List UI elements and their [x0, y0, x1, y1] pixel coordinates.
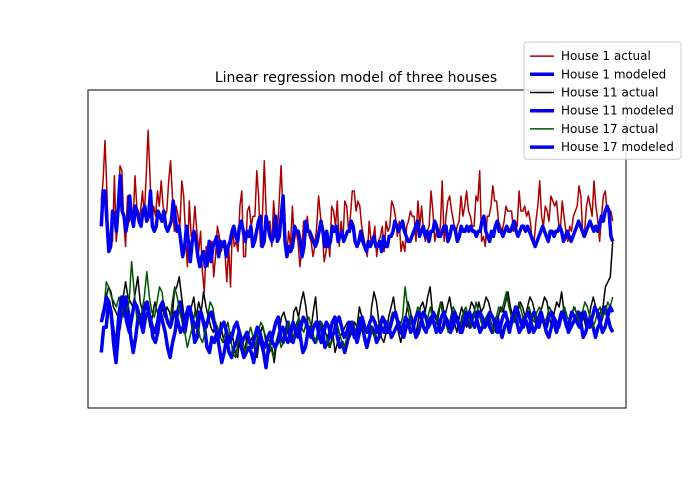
- series-line-house-17-modeled: [99, 295, 615, 350]
- series-line-house-1-actual: [100, 129, 614, 293]
- legend-label: House 17 modeled: [561, 140, 674, 154]
- legend-box: [523, 41, 682, 160]
- chart-title: Linear regression model of three houses: [215, 70, 497, 86]
- legend-label: House 1 actual: [561, 49, 651, 63]
- legend-label: House 11 modeled: [561, 104, 674, 118]
- series-line-house-11-modeled: [99, 295, 615, 370]
- legend-label: House 17 actual: [561, 122, 658, 136]
- legend-label: House 1 modeled: [561, 67, 666, 81]
- legend: House 1 actual House 1 modeled House 11 ac…: [523, 41, 682, 160]
- series-line-house-1-modeled: [99, 174, 615, 269]
- legend-label: House 11 actual: [561, 86, 658, 100]
- series-layer: [99, 129, 615, 370]
